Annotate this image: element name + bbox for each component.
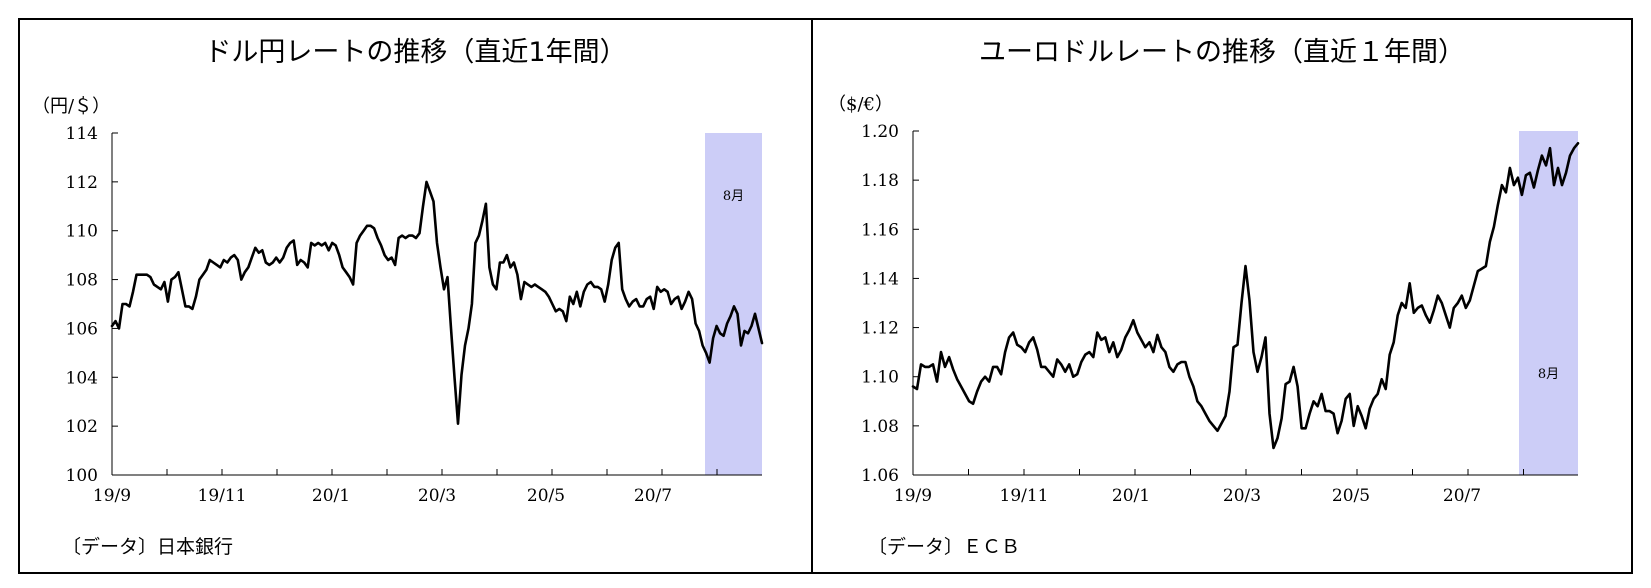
eurusd-highlight-band [1519,131,1578,475]
usdjpy-x-tick-label: 19/11 [198,486,247,506]
eurusd-y-tick-label: 1.14 [861,269,899,289]
eurusd-y-tick-label: 1.20 [861,122,899,142]
eurusd-x-tick-label: 20/3 [1223,486,1261,506]
usdjpy-x-tick-label: 20/3 [418,486,456,506]
usdjpy-y-tick-label: 114 [66,124,98,144]
eurusd-highlight-label: 8月 [1538,367,1559,382]
usdjpy-highlight-band [705,133,762,475]
usdjpy-y-tick-label: 106 [66,319,98,339]
eurusd-chart-title: ユーロドルレートの推移（直近１年間） [979,37,1465,68]
eurusd-x-tick-label: 20/7 [1443,486,1481,506]
eurusd-x-tick-label: 19/11 [1000,486,1049,506]
usdjpy-y-tick-label: 102 [66,417,98,437]
eurusd-series-line [911,142,1580,450]
usdjpy-y-tick-label: 110 [66,222,98,242]
usdjpy-x-tick-label: 20/7 [634,486,672,506]
eurusd-y-tick-label: 1.10 [861,368,899,388]
eurusd-x-tick-label: 20/5 [1332,486,1370,506]
eurusd-source-note: 〔データ〕ＥＣＢ [868,536,1021,558]
eurusd-y-tick-label: 1.18 [861,171,899,191]
usdjpy-x-tick-label: 19/9 [93,486,131,506]
usdjpy-y-tick-label: 104 [66,368,98,388]
eurusd-y-tick-label: 1.08 [861,417,899,437]
usdjpy-highlight-label: 8月 [723,189,744,204]
eurusd-y-tick-label: 1.06 [861,466,899,486]
usdjpy-series-line [110,180,764,426]
eurusd-x-tick-label: 20/1 [1112,486,1150,506]
usdjpy-chart-title: ドル円レートの推移（直近1年間） [204,37,627,68]
usdjpy-x-tick-label: 20/1 [312,486,350,506]
usdjpy-y-tick-label: 100 [66,466,98,486]
right-chart-panel [811,18,1633,574]
usdjpy-x-tick-label: 20/5 [527,486,565,506]
eurusd-x-tick-label: 19/9 [894,486,932,506]
usdjpy-y-tick-label: 108 [66,271,98,291]
eurusd-unit-label: （$/€） [828,94,893,115]
usdjpy-unit-label: （円/＄） [32,96,111,117]
eurusd-y-tick-label: 1.12 [861,319,899,339]
eurusd-y-tick-label: 1.16 [861,220,899,240]
usdjpy-source-note: 〔データ〕日本銀行 [62,536,234,558]
usdjpy-y-tick-label: 112 [66,173,98,193]
